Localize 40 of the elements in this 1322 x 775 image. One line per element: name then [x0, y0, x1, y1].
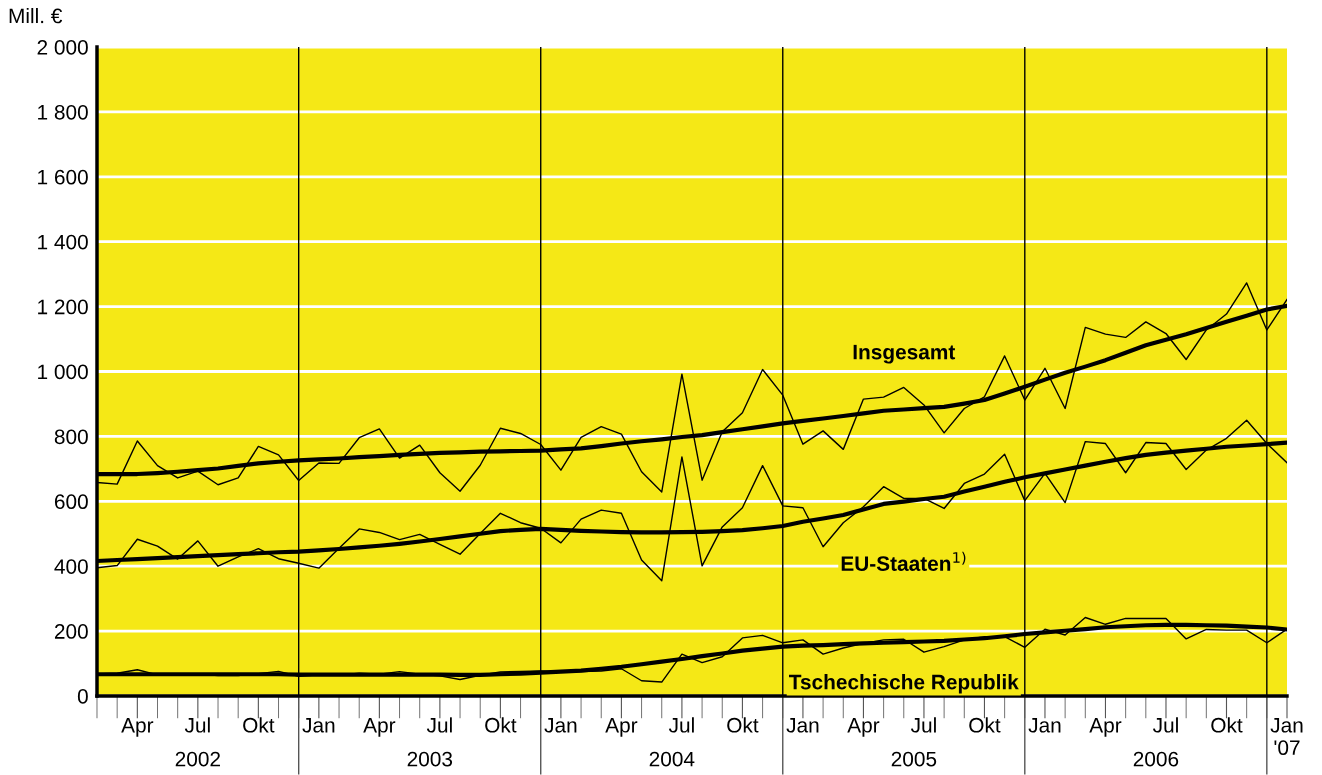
y-tick-label: 1 400 — [38, 234, 88, 250]
y-tick-label: 2 000 — [37, 40, 88, 55]
y-tick-label: 200 — [54, 624, 88, 639]
x-tick-label: Jan — [302, 718, 335, 733]
y-tick-label: 1 000 — [38, 364, 88, 380]
y-axis-title: Mill. € — [9, 8, 63, 24]
y-tick-label: 600 — [54, 494, 88, 510]
x-tick-label: Jul — [668, 717, 694, 733]
x-tick-label: Apr — [847, 718, 880, 737]
x-tick-label: Apr — [121, 718, 154, 737]
y-tick-label: 800 — [54, 429, 88, 445]
x-tick-label: Okt — [485, 717, 517, 733]
y-tick-label: 400 — [54, 559, 88, 574]
x-tick-label: Jan — [786, 718, 819, 733]
x-tick-label: Okt — [243, 717, 275, 733]
x-tick-label: Jul — [1152, 717, 1178, 733]
text: 2005 — [891, 751, 937, 767]
x-tick-label: Jul — [426, 717, 452, 733]
x-tick-label: Jul — [910, 717, 936, 733]
text: 2004 — [649, 751, 695, 767]
series-label: Insgesamt — [853, 344, 956, 364]
x-tick-label: Jan — [1028, 718, 1061, 733]
x-tick-label: Okt — [727, 717, 759, 733]
series-label: Tschechische Republik — [789, 674, 1019, 694]
x-tick-label: Jan '07 — [1270, 718, 1303, 756]
x-tick-label: Apr — [363, 718, 396, 737]
text: 2006 — [1133, 751, 1179, 767]
x-tick-label: Okt — [1211, 717, 1243, 733]
y-tick-label: 1 600 — [38, 169, 88, 185]
text: 2003 — [407, 751, 453, 767]
x-tick-label: Apr — [1089, 718, 1122, 737]
x-tick-label: Jul — [184, 717, 210, 733]
x-tick-label: Jan — [544, 718, 577, 733]
y-tick-label: 0 — [77, 689, 88, 704]
series-label: EU-Staaten$^{1)}$ — [841, 551, 966, 571]
y-tick-label: 1 200 — [38, 299, 88, 315]
text: 2002 — [175, 751, 220, 767]
x-tick-label: Okt — [969, 717, 1001, 733]
y-tick-label: 1 800 — [38, 104, 88, 120]
x-tick-label: Apr — [605, 718, 638, 737]
